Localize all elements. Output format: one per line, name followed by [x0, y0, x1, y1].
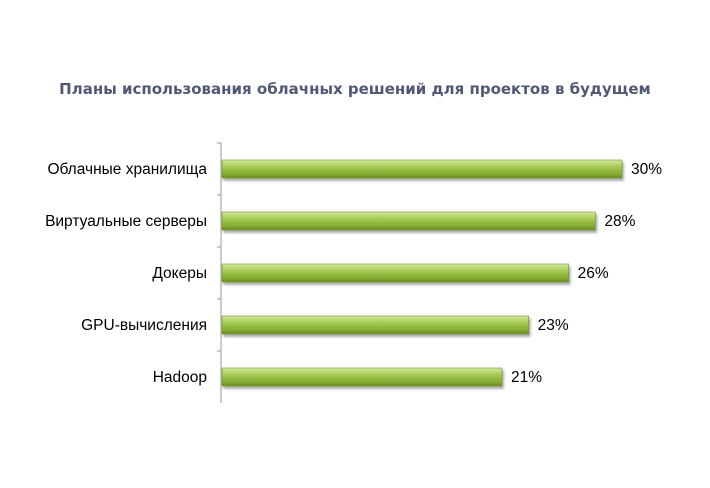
category-label: Виртуальные серверы [45, 213, 207, 230]
category-label: Hadoop [153, 369, 207, 386]
value-label: 26% [578, 265, 609, 282]
category-label: Докеры [152, 265, 207, 282]
category-label: GPU-вычисления [81, 317, 207, 334]
value-label: 30% [631, 161, 662, 178]
bar [221, 263, 569, 283]
bar [221, 315, 529, 335]
bar [221, 159, 623, 179]
chart-title: Планы использования облачных решений для… [59, 80, 651, 98]
value-label: 28% [604, 213, 635, 230]
bar [221, 367, 503, 387]
value-label: 23% [538, 317, 569, 334]
bar [221, 211, 596, 231]
value-label: 21% [511, 369, 542, 386]
category-label: Облачные хранилища [47, 161, 207, 178]
